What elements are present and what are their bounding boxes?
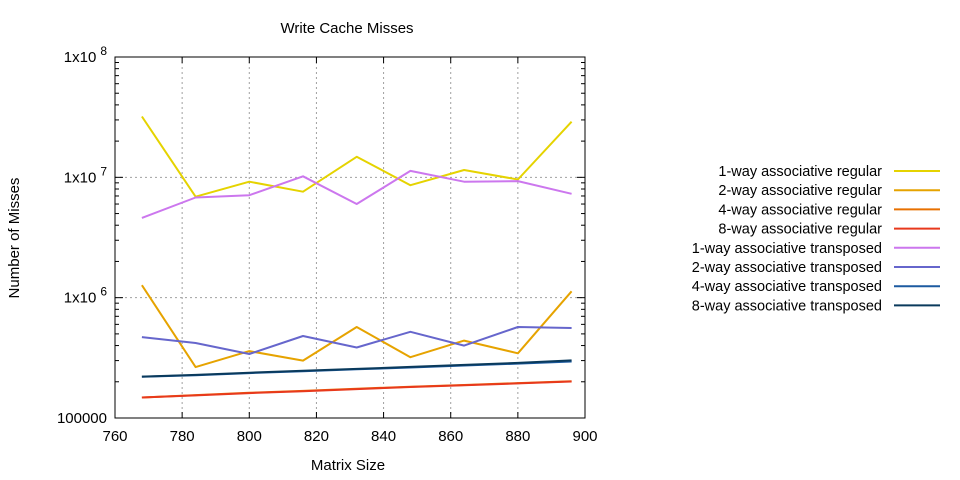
x-tick-label: 760: [102, 428, 127, 445]
x-tick-label: 780: [170, 428, 195, 445]
legend-label: 4-way associative transposed: [692, 279, 882, 295]
plot-frame: [114, 56, 586, 419]
axis-ticks: [114, 56, 586, 419]
series-line-4: [141, 380, 572, 399]
y-axis-tick-labels: 100000 1x10 6 1x10 7 1x10 8: [57, 44, 107, 427]
legend-label: 1-way associative regular: [718, 164, 882, 180]
x-axis-title: Matrix Size: [311, 457, 385, 474]
x-tick-label: 860: [438, 428, 463, 445]
legend: 1-way associative regular 2-way associati…: [692, 164, 940, 314]
series-line-1: [141, 115, 573, 198]
plot-series: [141, 115, 573, 399]
series-line-6: [141, 326, 572, 355]
series-line-5: [141, 169, 572, 219]
y-tick-label: 100000: [57, 410, 107, 427]
x-tick-label: 800: [237, 428, 262, 445]
grid: [115, 57, 585, 418]
chart-title: Write Cache Misses: [280, 20, 413, 37]
y-tick-label: 1x10 7: [64, 164, 108, 186]
legend-label: 8-way associative regular: [718, 222, 882, 238]
legend-label: 4-way associative regular: [718, 202, 882, 218]
y-axis-title: Number of Misses: [6, 178, 23, 299]
y-tick-label: 1x10 6: [64, 285, 108, 307]
legend-label: 8-way associative transposed: [692, 298, 882, 314]
y-tick-label: 1x10 8: [64, 44, 108, 66]
x-tick-label: 820: [304, 428, 329, 445]
series-line-8: [141, 359, 572, 378]
x-axis-tick-labels: 760 780 800 820 840 860 880 900: [102, 428, 597, 445]
legend-label: 1-way associative transposed: [692, 241, 882, 257]
series-line-2: [141, 284, 573, 369]
x-tick-label: 880: [505, 428, 530, 445]
legend-label: 2-way associative regular: [718, 183, 882, 199]
legend-label: 2-way associative transposed: [692, 260, 882, 276]
x-tick-label: 840: [371, 428, 396, 445]
x-tick-label: 900: [572, 428, 597, 445]
